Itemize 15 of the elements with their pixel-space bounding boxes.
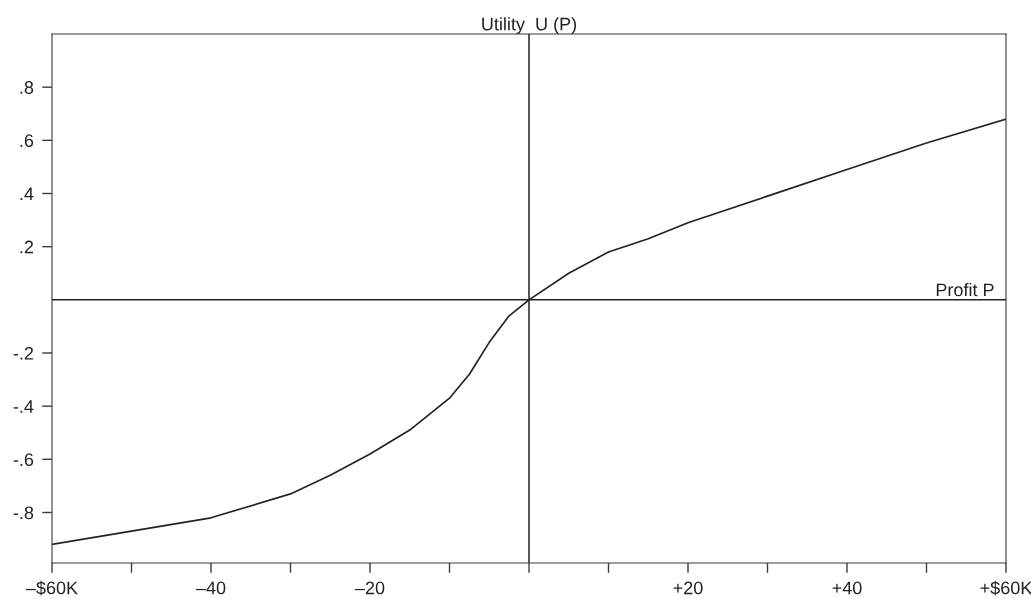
y-tick-label: .2 xyxy=(20,240,34,254)
x-tick-label: +40 xyxy=(832,581,862,595)
x-tick-label: –$60K xyxy=(25,580,78,596)
y-tick-label: .8 xyxy=(20,81,34,94)
x-tick-label: +20 xyxy=(673,581,703,595)
ref-line-label: Utility U (P) xyxy=(482,17,577,34)
y-tick-label: -.6 xyxy=(13,453,34,467)
y-tick-label: .4 xyxy=(20,187,34,201)
y-tick-label: .6 xyxy=(20,134,34,148)
y-tick-label: -.4 xyxy=(13,400,34,413)
x-tick-label: –40 xyxy=(195,581,226,595)
y-tick-label: -.8 xyxy=(13,506,34,520)
x-tick-label: –20 xyxy=(354,581,385,595)
ref-line-label: Profit P xyxy=(936,283,994,297)
y-tick-label: -.2 xyxy=(13,346,34,360)
